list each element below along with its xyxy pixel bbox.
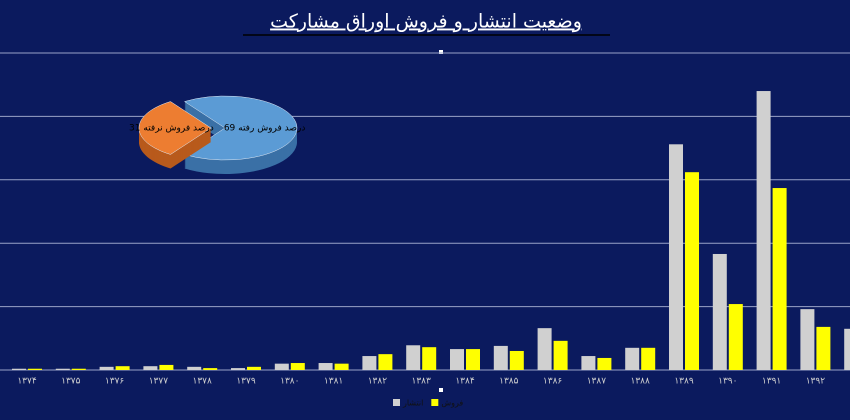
x-tick-label: ۱۳۸۱ bbox=[324, 377, 343, 387]
bar bbox=[509, 350, 524, 370]
bar bbox=[28, 368, 42, 370]
bar bbox=[231, 368, 245, 370]
bar bbox=[159, 364, 174, 370]
data-label: 31 درصد فروش نرفته bbox=[129, 124, 214, 134]
bar bbox=[756, 91, 771, 370]
x-tick-label: ۱۳۷۴ bbox=[17, 377, 37, 387]
pie-slice bbox=[138, 101, 212, 155]
legend-label: فروش bbox=[441, 399, 463, 408]
bar bbox=[625, 347, 640, 370]
x-tick-label: ۱۳۷۵ bbox=[61, 377, 81, 387]
x-tick-label: ۱۳۸۹ bbox=[674, 377, 694, 387]
bar bbox=[115, 366, 130, 370]
bar bbox=[816, 326, 831, 370]
bar bbox=[362, 356, 377, 370]
bar bbox=[800, 309, 815, 370]
bar bbox=[553, 340, 568, 370]
x-tick-label: ۱۳۸۵ bbox=[499, 377, 519, 387]
bar bbox=[334, 363, 349, 370]
x-tick-label: ۱۳۸۷ bbox=[587, 377, 607, 387]
handle bbox=[439, 388, 443, 392]
bar bbox=[203, 368, 218, 370]
legend-label: انتشار bbox=[402, 399, 423, 408]
bar bbox=[247, 366, 261, 370]
bar bbox=[422, 347, 437, 370]
x-tick-label: ۱۳۷۶ bbox=[105, 377, 125, 387]
bar bbox=[669, 144, 683, 370]
bar bbox=[712, 253, 727, 370]
bar bbox=[493, 345, 508, 370]
x-tick-label: ۱۳۸۶ bbox=[543, 377, 563, 387]
x-tick-label: ۱۳۸۲ bbox=[368, 377, 388, 387]
x-tick-label: ۱۳۷۷ bbox=[149, 377, 169, 387]
data-label: 69 درصد فروش رفته bbox=[224, 124, 306, 134]
legend-swatch bbox=[431, 399, 439, 406]
bar bbox=[143, 366, 158, 370]
x-tick-label: ۱۳۸۴ bbox=[455, 377, 475, 387]
bar bbox=[318, 363, 333, 370]
x-tick-label: ۱۳۷۹ bbox=[236, 377, 256, 387]
bar bbox=[466, 349, 480, 370]
bar bbox=[187, 366, 202, 370]
bar bbox=[597, 357, 612, 370]
x-tick-label: ۱۳۹۲ bbox=[806, 377, 826, 387]
x-tick-label: ۱۳۷۸ bbox=[193, 377, 213, 387]
x-tick-label: ۱۳۸۳ bbox=[412, 377, 432, 387]
bar bbox=[99, 366, 114, 370]
bar bbox=[71, 368, 86, 370]
bar bbox=[581, 356, 596, 370]
bar bbox=[685, 172, 699, 370]
pie-slice bbox=[183, 95, 298, 161]
pie: 69 درصد فروش رفته 31 درصد فروش نرفته bbox=[129, 95, 306, 174]
x-tick-label: ۱۳۸۰ bbox=[280, 377, 299, 387]
x-tick-label: ۱۳۹۰ bbox=[718, 377, 737, 387]
x-tick-label: ۱۳۸۸ bbox=[631, 377, 651, 387]
bar bbox=[406, 345, 421, 370]
bar bbox=[12, 368, 26, 370]
bar bbox=[772, 188, 787, 370]
bar bbox=[844, 328, 850, 370]
bar bbox=[290, 363, 305, 370]
x-tick-label: ۱۳۹۱ bbox=[762, 377, 781, 387]
chart-title: وضعیت انتشار و فروش اوراق مشارکت bbox=[270, 11, 582, 33]
bar bbox=[641, 347, 656, 370]
bar bbox=[55, 368, 70, 370]
legend-swatch bbox=[393, 399, 400, 406]
bar bbox=[274, 363, 289, 370]
bar bbox=[450, 349, 464, 370]
handle bbox=[439, 50, 443, 54]
bar bbox=[537, 328, 552, 370]
bar bbox=[378, 354, 393, 370]
bar bbox=[728, 304, 743, 370]
